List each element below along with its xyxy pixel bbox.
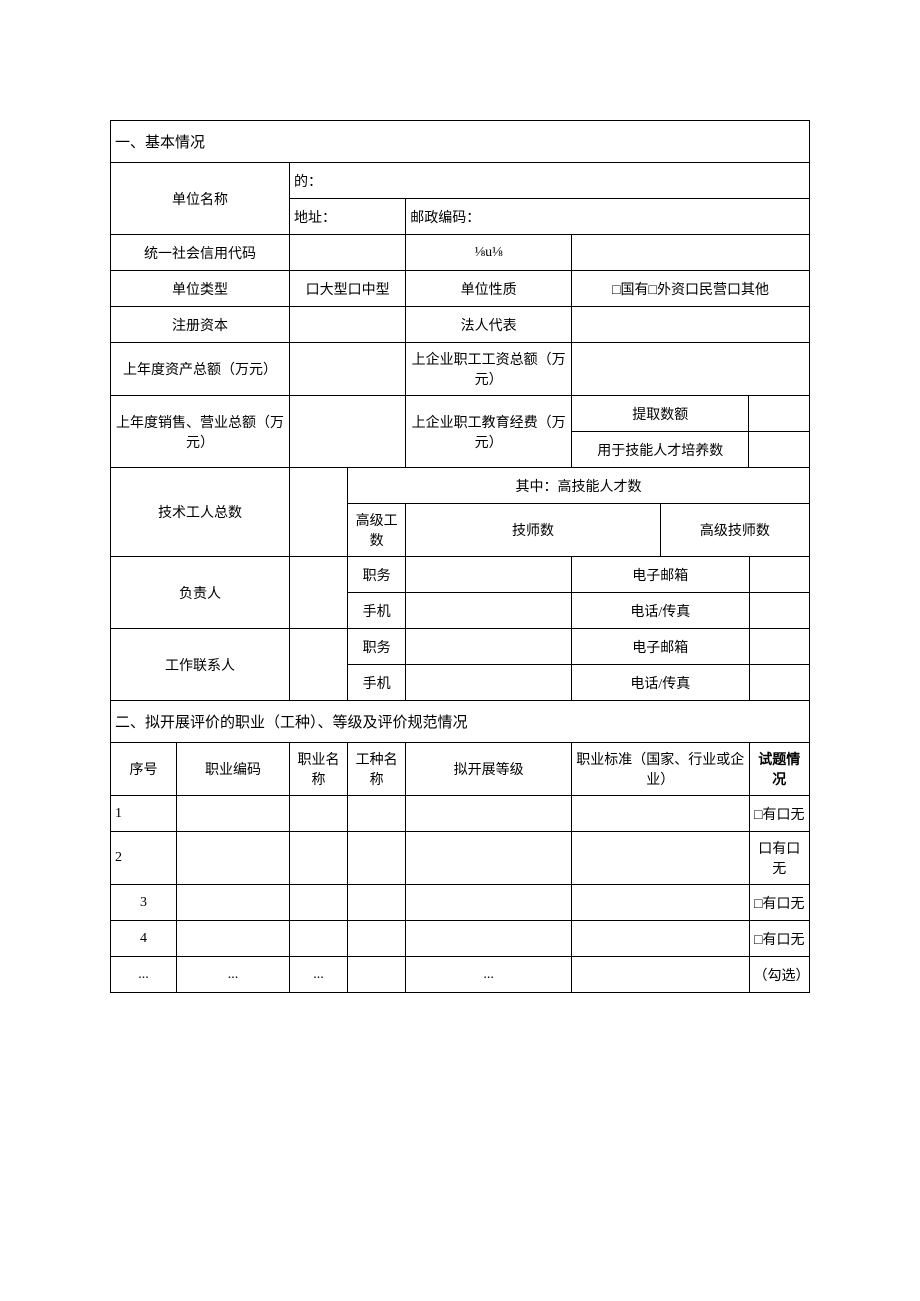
responsible-name-value[interactable] <box>289 557 347 629</box>
row4-seq: 4 <box>111 921 177 957</box>
last-year-sales-value[interactable] <box>289 396 405 468</box>
tech-worker-total-value[interactable] <box>289 468 347 557</box>
row1-status[interactable]: □有口无 <box>749 796 809 832</box>
row1-level[interactable] <box>406 796 572 832</box>
row4-code[interactable] <box>176 921 289 957</box>
credit-code-value[interactable] <box>289 235 405 271</box>
skill-training-value[interactable] <box>749 432 810 468</box>
row5-std <box>572 957 749 993</box>
row4-name[interactable] <box>289 921 347 957</box>
header-seq: 序号 <box>111 743 177 796</box>
contact-phone-value[interactable] <box>749 665 809 701</box>
contact-name-value[interactable] <box>289 629 347 701</box>
responsible-label: 负责人 <box>111 557 290 629</box>
last-year-sales-label: 上年度销售、营业总额（万元） <box>111 396 290 468</box>
row5-work <box>348 957 406 993</box>
row2-level[interactable] <box>406 832 572 885</box>
header-job-code: 职业编码 <box>176 743 289 796</box>
row2-name[interactable] <box>289 832 347 885</box>
row5-seq: ... <box>111 957 177 993</box>
responsible-position-label: 职务 <box>348 557 406 593</box>
contact-mobile-value[interactable] <box>406 665 572 701</box>
skill-training-label: 用于技能人才培养数 <box>572 432 749 468</box>
legal-rep-value[interactable] <box>572 307 810 343</box>
fraction-cell: ⅛u⅛ <box>406 235 572 271</box>
responsible-phone-value[interactable] <box>749 593 809 629</box>
row3-seq: 3 <box>111 885 177 921</box>
responsible-mobile-label: 手机 <box>348 593 406 629</box>
unit-name-label: 单位名称 <box>111 163 290 235</box>
row3-std[interactable] <box>572 885 749 921</box>
row3-code[interactable] <box>176 885 289 921</box>
responsible-email-label: 电子邮箱 <box>572 557 749 593</box>
section2-title: 二、拟开展评价的职业（工种）、等级及评价规范情况 <box>111 701 810 743</box>
row1-code[interactable] <box>176 796 289 832</box>
contact-phone-label: 电话/传真 <box>572 665 749 701</box>
header-job-name: 职业名称 <box>289 743 347 796</box>
responsible-position-value[interactable] <box>406 557 572 593</box>
legal-rep-label: 法人代表 <box>406 307 572 343</box>
contact-position-label: 职务 <box>348 629 406 665</box>
unit-type-label: 单位类型 <box>111 271 290 307</box>
row5-code: ... <box>176 957 289 993</box>
row3-work[interactable] <box>348 885 406 921</box>
contact-mobile-label: 手机 <box>348 665 406 701</box>
row4-work[interactable] <box>348 921 406 957</box>
unit-type-options[interactable]: 口大型口中型 <box>289 271 405 307</box>
row4-level[interactable] <box>406 921 572 957</box>
row3-name[interactable] <box>289 885 347 921</box>
row5-status: （勾选） <box>749 957 809 993</box>
high-skill-label: 其中：高技能人才数 <box>348 468 810 504</box>
contact-label: 工作联系人 <box>111 629 290 701</box>
row4-std[interactable] <box>572 921 749 957</box>
senior-worker-label: 高级工数 <box>348 504 406 557</box>
purpose-cell: 的： <box>289 163 809 199</box>
row2-std[interactable] <box>572 832 749 885</box>
contact-email-value[interactable] <box>749 629 809 665</box>
section1-title: 一、基本情况 <box>111 121 810 163</box>
row5-name: ... <box>289 957 347 993</box>
row2-status[interactable]: 口有口无 <box>749 832 809 885</box>
registered-capital-label: 注册资本 <box>111 307 290 343</box>
row2-code[interactable] <box>176 832 289 885</box>
contact-position-value[interactable] <box>406 629 572 665</box>
postal-cell: 邮政编码： <box>406 199 810 235</box>
employee-salary-value[interactable] <box>572 343 810 396</box>
row3-status[interactable]: □有口无 <box>749 885 809 921</box>
last-year-asset-label: 上年度资产总额（万元） <box>111 343 290 396</box>
header-level: 拟开展等级 <box>406 743 572 796</box>
employee-salary-label: 上企业职工工资总额（万元） <box>406 343 572 396</box>
row2-work[interactable] <box>348 832 406 885</box>
responsible-phone-label: 电话/传真 <box>572 593 749 629</box>
header-work-name: 工种名称 <box>348 743 406 796</box>
address-cell: 地址： <box>289 199 405 235</box>
row1-work[interactable] <box>348 796 406 832</box>
tech-worker-total-label: 技术工人总数 <box>111 468 290 557</box>
responsible-email-value[interactable] <box>749 557 809 593</box>
technician-label: 技师数 <box>406 504 661 557</box>
unit-nature-label: 单位性质 <box>406 271 572 307</box>
contact-email-label: 电子邮箱 <box>572 629 749 665</box>
header-standard: 职业标准（国家、行业或企业） <box>572 743 749 796</box>
responsible-mobile-value[interactable] <box>406 593 572 629</box>
row4-status[interactable]: □有口无 <box>749 921 809 957</box>
extract-amount-value[interactable] <box>749 396 810 432</box>
row5-level: ... <box>406 957 572 993</box>
education-fee-label: 上企业职工教育经费（万元） <box>406 396 572 468</box>
registered-capital-value[interactable] <box>289 307 405 343</box>
row1-seq: 1 <box>111 796 177 832</box>
row3-level[interactable] <box>406 885 572 921</box>
application-form-table: 一、基本情况 单位名称 的： 地址： 邮政编码： 统一社会信用代码 ⅛u⅛ 单位… <box>110 120 810 993</box>
row1-name[interactable] <box>289 796 347 832</box>
credit-code-label: 统一社会信用代码 <box>111 235 290 271</box>
credit-code-extra[interactable] <box>572 235 810 271</box>
last-year-asset-value[interactable] <box>289 343 405 396</box>
row2-seq: 2 <box>111 832 177 885</box>
senior-technician-label: 高级技师数 <box>660 504 809 557</box>
row1-std[interactable] <box>572 796 749 832</box>
unit-nature-options[interactable]: □国有□外资口民营口其他 <box>572 271 810 307</box>
extract-amount-label: 提取数额 <box>572 396 749 432</box>
header-question-status: 试题情况 <box>749 743 809 796</box>
